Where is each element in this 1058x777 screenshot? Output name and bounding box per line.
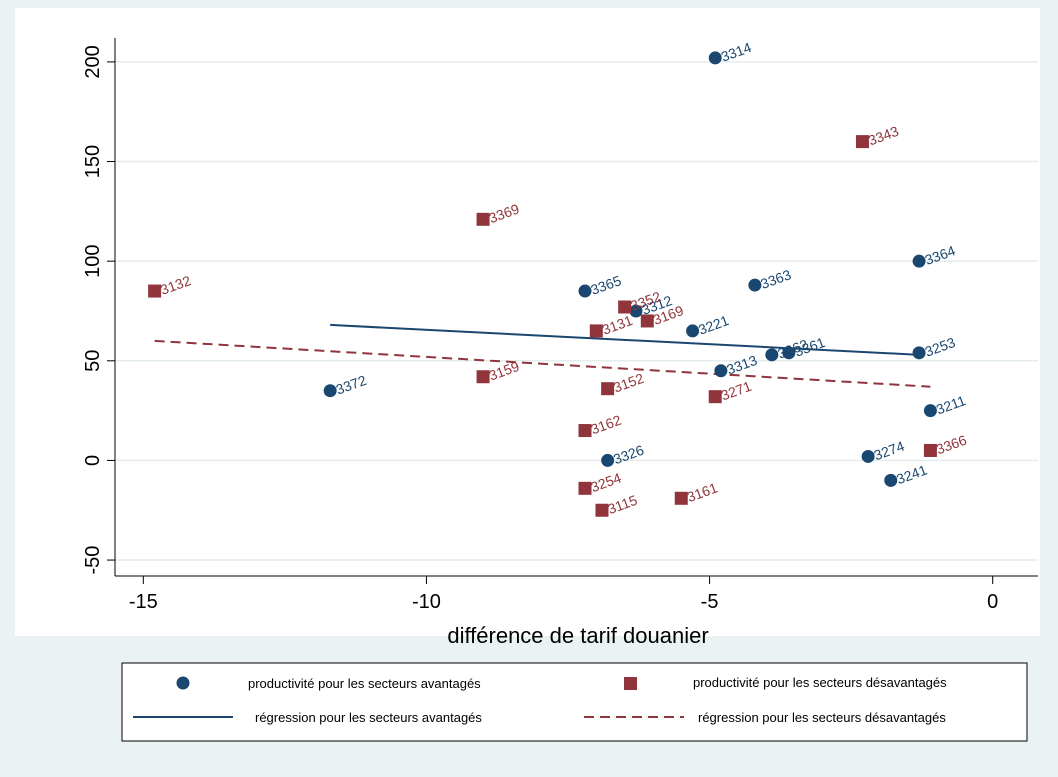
x-tick-label: -10 xyxy=(412,591,441,613)
point-disadvantaged xyxy=(589,324,603,338)
y-tick-label: 50 xyxy=(82,350,104,372)
point-disadvantaged xyxy=(601,382,615,396)
regression-lines xyxy=(154,323,931,388)
point-advantaged xyxy=(923,404,937,418)
point-disadvantaged xyxy=(476,212,490,226)
legend-marker-advantaged xyxy=(176,676,190,690)
point-advantaged xyxy=(912,254,926,268)
y-tick-label: 0 xyxy=(82,455,104,466)
y-tick-label: 200 xyxy=(82,45,104,78)
regression-line-disadvantaged xyxy=(154,339,931,388)
point-advantaged xyxy=(861,449,875,463)
point-disadvantaged xyxy=(618,300,632,314)
point-advantaged xyxy=(578,284,592,298)
legend-label-reg-advantaged: régression pour les secteurs avantagés xyxy=(255,710,482,725)
point-advantaged xyxy=(765,348,779,362)
point-advantaged xyxy=(601,453,615,467)
point-disadvantaged xyxy=(640,314,654,328)
x-tick-label: -15 xyxy=(129,591,158,613)
point-disadvantaged xyxy=(578,481,592,495)
x-tick-label: 0 xyxy=(987,591,998,613)
point-advantaged xyxy=(884,473,898,487)
x-axis-label: différence de tarif douanier xyxy=(447,623,708,648)
point-advantaged xyxy=(323,384,337,398)
point-disadvantaged xyxy=(923,443,937,457)
y-tick-label: 150 xyxy=(82,145,104,178)
point-advantaged xyxy=(782,346,796,360)
grid-lines xyxy=(115,61,1038,561)
point-advantaged xyxy=(714,364,728,378)
legend-label-advantaged: productivité pour les secteurs avantagés xyxy=(248,676,481,691)
point-advantaged xyxy=(748,278,762,292)
data-points xyxy=(148,51,937,517)
point-advantaged xyxy=(912,346,926,360)
y-tick-label: 100 xyxy=(82,244,104,277)
point-disadvantaged xyxy=(148,284,162,298)
point-disadvantaged xyxy=(595,503,609,517)
legend-label-reg-disadvantaged: régression pour les secteurs désavantagé… xyxy=(698,710,946,725)
point-disadvantaged xyxy=(674,491,688,505)
y-tick-label: -50 xyxy=(82,546,104,575)
point-disadvantaged xyxy=(855,135,869,149)
legend-label-disadvantaged: productivité pour les secteurs désavanta… xyxy=(693,675,947,690)
point-disadvantaged xyxy=(708,390,722,404)
regression-line-advantaged xyxy=(330,323,920,356)
point-advantaged xyxy=(629,304,643,318)
axes xyxy=(114,38,1038,577)
x-tick-label: -5 xyxy=(701,591,719,613)
point-advantaged xyxy=(686,324,700,338)
point-disadvantaged xyxy=(578,424,592,438)
plot-background xyxy=(15,8,1040,636)
legend-marker-disadvantaged xyxy=(624,677,637,690)
legend: productivité pour les secteurs avantagés… xyxy=(121,662,1028,742)
legend-box xyxy=(121,662,1028,742)
point-advantaged xyxy=(708,51,722,65)
point-disadvantaged xyxy=(476,370,490,384)
